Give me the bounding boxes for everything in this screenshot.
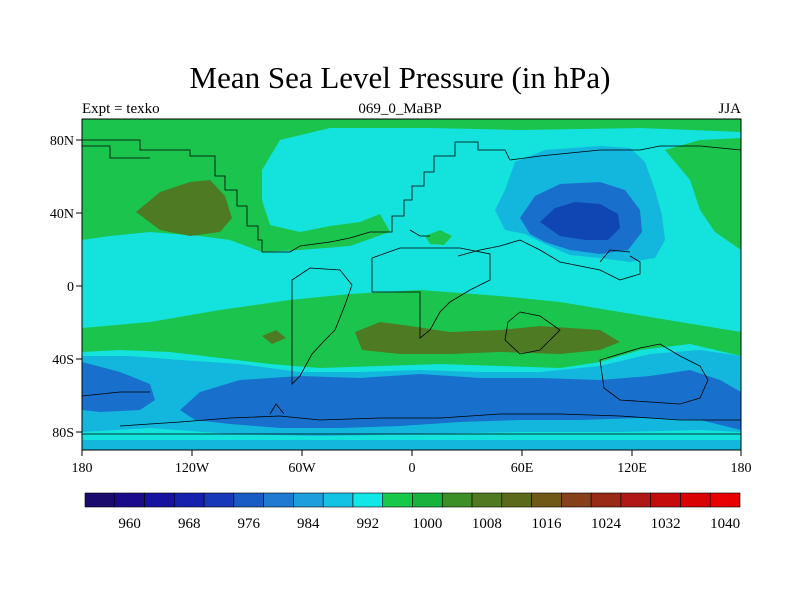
colorbar-label: 1024 — [591, 516, 622, 532]
colorbar-label: 984 — [297, 516, 320, 532]
contour-1008-north-east — [665, 138, 741, 250]
colorbar-box — [561, 492, 592, 508]
colorbar-labels: 960 968 976 984 992 1000 1008 1016 1024 1032 1040 — [118, 516, 740, 532]
contour-976-asia — [540, 202, 620, 240]
contour-1008-top-strip — [82, 119, 741, 126]
colorbar-label: 1016 — [531, 516, 562, 532]
x-tick-label: 0 — [409, 461, 416, 476]
colorbar-box — [263, 492, 294, 508]
colorbar-box — [441, 492, 473, 508]
colorbar-box — [531, 492, 562, 508]
y-tick-label: 80S — [52, 426, 74, 441]
contour-field — [82, 119, 741, 450]
colorbar-box — [352, 492, 384, 508]
x-tick-label: 120E — [617, 461, 647, 476]
colorbar-box — [203, 492, 235, 508]
contour-1008-small — [425, 230, 452, 245]
colorbar-label: 1000 — [412, 516, 442, 532]
colorbar-box — [84, 492, 116, 508]
x-tick-label: 180 — [72, 461, 93, 476]
x-axis: 180 120W 60W 0 60E 120E 180 — [72, 450, 752, 476]
colorbar-box — [114, 492, 145, 508]
colorbar-label: 1040 — [710, 516, 740, 532]
colorbar-label: 992 — [357, 516, 380, 532]
colorbar-box — [233, 492, 264, 508]
contour-992-south-edge — [82, 440, 741, 450]
colorbar-box — [293, 492, 324, 508]
y-tick-label: 80N — [50, 134, 74, 149]
y-tick-label: 40N — [50, 207, 74, 222]
map-title: Mean Sea Level Pressure (in hPa) — [189, 60, 611, 95]
season-label: JJA — [718, 101, 741, 117]
contour-1016-north — [136, 180, 232, 236]
colorbar-label: 960 — [118, 516, 141, 532]
colorbar-box — [680, 492, 711, 508]
experiment-label: Expt = texko — [82, 101, 160, 117]
colorbar-box — [709, 492, 741, 508]
colorbar — [84, 492, 741, 508]
colorbar-box — [471, 492, 503, 508]
colorbar-box — [144, 492, 175, 508]
contour-984-south — [82, 362, 155, 412]
colorbar-label: 1008 — [472, 516, 502, 532]
coastlines — [82, 139, 741, 435]
x-tick-label: 60W — [288, 461, 316, 476]
y-axis: 80N 40N 0 40S 80S — [50, 134, 82, 441]
colorbar-box — [322, 492, 354, 508]
y-tick-label: 40S — [52, 353, 74, 368]
x-tick-label: 120W — [175, 461, 210, 476]
colorbar-label: 976 — [238, 516, 261, 532]
colorbar-box — [650, 492, 681, 508]
contour-1016-small — [262, 330, 286, 344]
colorbar-box — [174, 492, 205, 508]
period-label: 069_0_MaBP — [358, 101, 442, 117]
colorbar-box — [412, 492, 443, 508]
colorbar-box — [382, 492, 413, 508]
colorbar-label: 968 — [178, 516, 201, 532]
contour-1016-south — [355, 322, 620, 354]
colorbar-box — [590, 492, 622, 508]
colorbar-box — [620, 492, 651, 508]
x-tick-label: 180 — [731, 461, 752, 476]
colorbar-box — [501, 492, 532, 508]
y-tick-label: 0 — [67, 280, 74, 295]
x-tick-label: 60E — [511, 461, 534, 476]
colorbar-label: 1032 — [651, 516, 681, 532]
